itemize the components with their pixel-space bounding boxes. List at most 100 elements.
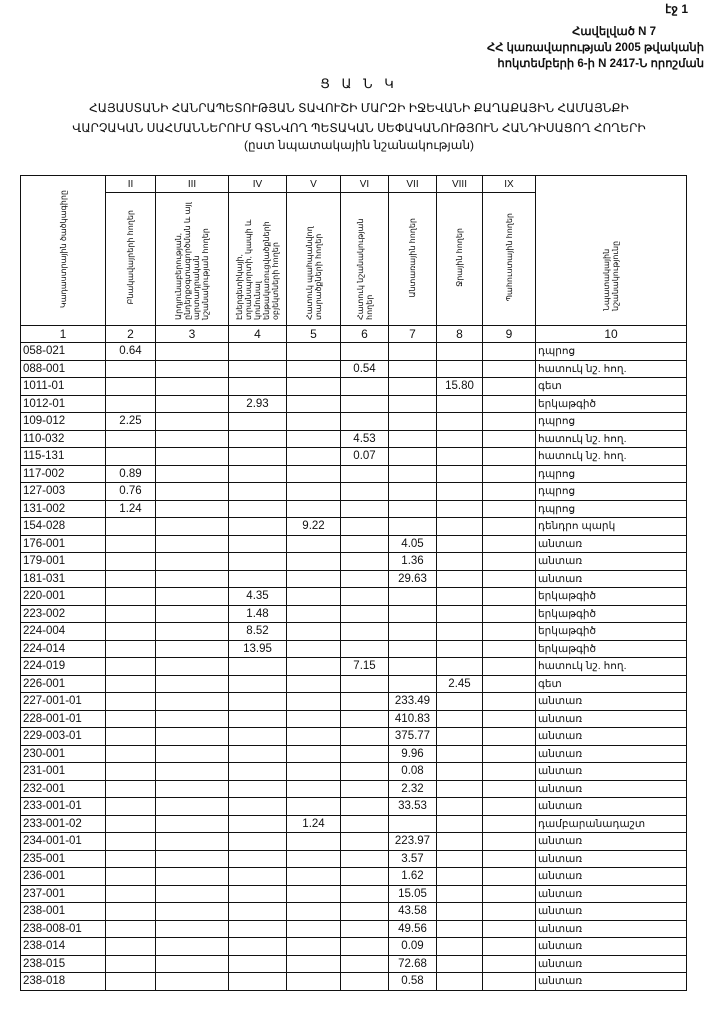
area-cell	[105, 762, 156, 781]
table-row: 224-019 7.15 հատուկ նշ. հող.	[20, 657, 687, 676]
area-cell	[105, 394, 156, 413]
area-cell	[482, 849, 536, 868]
appendix-line: հոկտեմբերի 6-ի N 2417-Ն որոշման	[497, 58, 704, 70]
area-cell	[340, 534, 389, 553]
column-header-text: Արդյունաբերության, ընդերքօգտագործման և ա…	[174, 201, 210, 320]
area-cell	[105, 377, 156, 396]
cadastral-code: 235-001	[20, 849, 106, 868]
purpose-cell: դենդրո պարկ	[535, 517, 687, 536]
cadastral-code: 179-001	[20, 552, 106, 571]
area-cell: 49.56	[388, 919, 437, 938]
table-row: 231-001 0.08 անտառ	[20, 762, 687, 781]
purpose-cell: հատուկ նշ. հող.	[535, 429, 687, 448]
area-cell	[388, 429, 437, 448]
area-cell: 410.83	[388, 709, 437, 728]
table-row: 235-001 3.57 անտառ	[20, 849, 687, 868]
area-cell	[228, 674, 287, 693]
area-cell: 2.32	[388, 779, 437, 798]
area-cell	[105, 692, 156, 711]
area-cell	[228, 814, 287, 833]
area-cell	[340, 814, 389, 833]
area-cell: 0.89	[105, 464, 156, 483]
area-cell	[155, 604, 229, 623]
page-number: էջ 1	[665, 2, 688, 16]
column-number: 10	[535, 325, 687, 343]
area-cell	[482, 622, 536, 641]
cadastral-code: 238-008-01	[20, 919, 106, 938]
cadastral-code: 229-003-01	[20, 727, 106, 746]
area-cell	[436, 639, 483, 658]
table-row: 058-021 0.64 դպրոց	[20, 342, 687, 361]
area-cell	[286, 657, 341, 676]
area-cell	[155, 657, 229, 676]
area-cell	[482, 517, 536, 536]
area-cell	[228, 902, 287, 921]
cadastral-code: 181-031	[20, 569, 106, 588]
area-cell	[228, 429, 287, 448]
area-cell: 15.05	[388, 884, 437, 903]
cadastral-code: 131-002	[20, 499, 106, 518]
area-cell	[228, 779, 287, 798]
cadastral-code: 154-028	[20, 517, 106, 536]
area-cell	[482, 797, 536, 816]
roman-numeral: VI	[340, 175, 389, 193]
area-cell	[340, 832, 389, 851]
purpose-cell: անտառ	[535, 919, 687, 938]
area-cell	[388, 394, 437, 413]
area-cell: 15.80	[436, 377, 483, 396]
area-cell	[388, 587, 437, 606]
area-cell	[482, 482, 536, 501]
table-row: 127-003 0.76 դպրոց	[20, 482, 687, 501]
cadastral-code: 228-001-01	[20, 709, 106, 728]
area-cell	[340, 604, 389, 623]
area-cell	[286, 779, 341, 798]
cadastral-code: 227-001-01	[20, 692, 106, 711]
area-cell	[105, 779, 156, 798]
area-cell: 7.15	[340, 657, 389, 676]
area-cell	[388, 359, 437, 378]
area-cell	[436, 604, 483, 623]
cadastral-code: 233-001-02	[20, 814, 106, 833]
area-cell	[340, 692, 389, 711]
area-cell	[228, 954, 287, 973]
subtitle-line: ՎԱՐՉԱԿԱՆ ՍԱՀՄԱՆՆԵՐՈՒՄ ԳՏՆՎՈՂ ՊԵՏԱԿԱՆ ՍԵՓ…	[72, 121, 646, 135]
column-number: 5	[286, 325, 341, 343]
column-header: Հատուկ պահպանվող տարածքների հողեր	[286, 192, 341, 326]
area-cell	[228, 517, 287, 536]
area-cell	[436, 902, 483, 921]
area-cell	[155, 762, 229, 781]
table-row: 233-001-01 33.53 անտառ	[20, 797, 687, 816]
area-cell	[105, 797, 156, 816]
area-cell	[286, 867, 341, 886]
area-cell	[105, 552, 156, 571]
purpose-cell: անտառ	[535, 832, 687, 851]
area-cell	[228, 797, 287, 816]
area-cell	[105, 639, 156, 658]
column-header: Կադաստրային ծածկագիրը	[20, 175, 106, 326]
table-row: 109-012 2.25 դպրոց	[20, 412, 687, 431]
area-cell	[105, 517, 156, 536]
area-cell	[228, 342, 287, 361]
purpose-cell: անտառ	[535, 534, 687, 553]
purpose-cell: երկաթգիծ	[535, 622, 687, 641]
area-cell	[155, 447, 229, 466]
cadastral-code: 234-001-01	[20, 832, 106, 851]
area-cell	[388, 639, 437, 658]
area-cell	[482, 552, 536, 571]
area-cell: 29.63	[388, 569, 437, 588]
appendix-line: Հավելված N 7	[572, 26, 656, 38]
area-cell	[155, 674, 229, 693]
area-cell	[436, 342, 483, 361]
purpose-cell: անտառ	[535, 762, 687, 781]
area-cell	[482, 412, 536, 431]
table-row: 238-008-01 49.56 անտառ	[20, 919, 687, 938]
purpose-cell: անտառ	[535, 709, 687, 728]
area-cell	[155, 954, 229, 973]
purpose-cell: դպրոց	[535, 342, 687, 361]
column-header: Պահուստային հողեր	[482, 192, 536, 326]
area-cell	[388, 342, 437, 361]
document-title: Ց Ա Ն Կ	[320, 76, 398, 91]
area-cell	[482, 429, 536, 448]
area-cell	[436, 622, 483, 641]
area-cell	[286, 639, 341, 658]
